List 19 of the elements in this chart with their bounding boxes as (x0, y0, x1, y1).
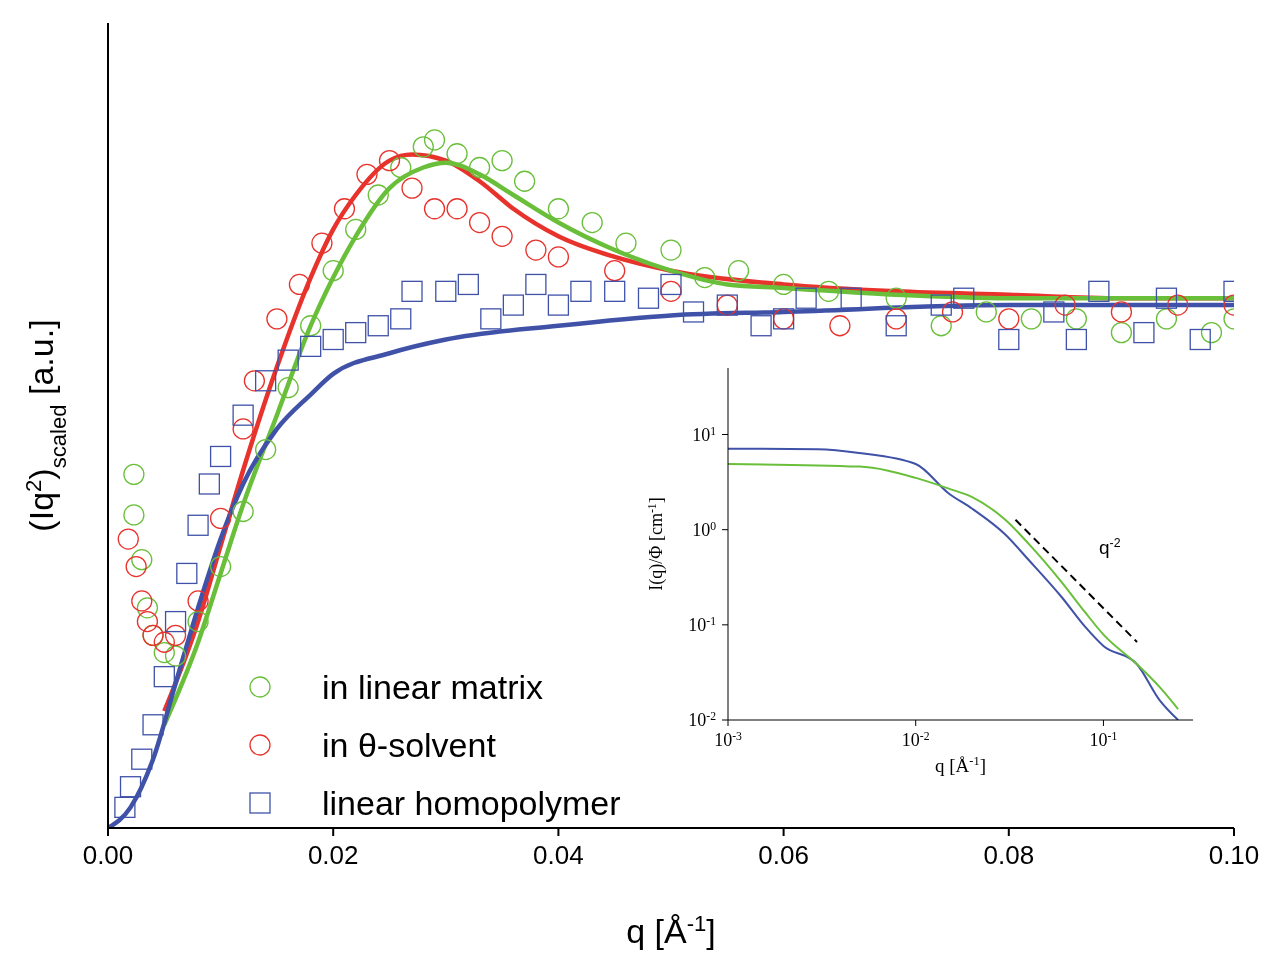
y-tick-label: 10$^{0}$ (692, 519, 717, 540)
legend-label: linear homopolymer (322, 783, 621, 823)
x-tick-label: 10$^{-2}$ (901, 729, 930, 750)
x-axis-title: q [Å$^{-1}$] (935, 754, 986, 776)
y-tick-label: 10$^{-2}$ (688, 709, 717, 730)
x-tick-label: 0.00 (82, 840, 134, 870)
x-tick-label: 0.04 (533, 840, 584, 870)
x-tick-label: 0.08 (983, 840, 1035, 870)
legend-label: in linear matrix (322, 667, 544, 707)
y-tick-label: 10$^{-1}$ (688, 614, 717, 635)
x-tick-label: 10$^{-1}$ (1089, 729, 1118, 750)
legend-label: in θ-solvent (322, 725, 496, 765)
x-axis-title: q [Å$^{-1}$] (626, 910, 716, 950)
x-tick-label: 0.10 (1208, 840, 1260, 870)
x-tick-label: 0.02 (307, 840, 359, 870)
x-tick-label: 10$^{-3}$ (714, 729, 743, 750)
x-tick-label: 0.06 (758, 840, 809, 870)
annotation: q$^{-2}$ (1099, 536, 1121, 558)
y-tick-label: 10$^{1}$ (692, 424, 717, 445)
